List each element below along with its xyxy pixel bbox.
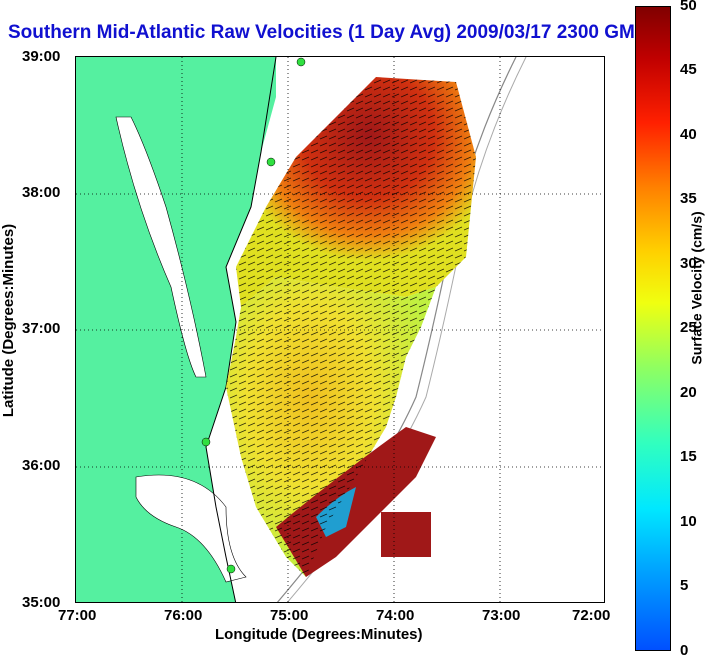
y-axis-label: Latitude (Degrees:Minutes) bbox=[0, 223, 18, 418]
colorbar-tick: 40 bbox=[680, 126, 697, 143]
y-tick-label: 38:00 bbox=[22, 184, 61, 201]
chesapeake-bay bbox=[115, 116, 207, 378]
land-mass bbox=[76, 57, 276, 602]
colorbar-tick: 10 bbox=[680, 513, 697, 530]
colorbar-tick: 45 bbox=[680, 61, 697, 78]
radar-station-marker bbox=[296, 57, 306, 67]
x-tick-label: 73:00 bbox=[482, 607, 521, 624]
colorbar-tick: 15 bbox=[680, 448, 697, 465]
map-title: Southern Mid-Atlantic Raw Velocities (1 … bbox=[8, 22, 647, 43]
x-tick-label: 77:00 bbox=[58, 607, 97, 624]
x-tick-label: 76:00 bbox=[164, 607, 203, 624]
x-axis-label: Longitude (Degrees:Minutes) bbox=[215, 626, 423, 643]
colorbar-tick: 35 bbox=[680, 190, 697, 207]
x-tick-label: 75:00 bbox=[270, 607, 309, 624]
colorbar-tick: 30 bbox=[680, 255, 697, 272]
y-tick-label: 36:00 bbox=[22, 457, 61, 474]
map-canvas bbox=[76, 57, 604, 602]
colorbar-label: Surface Velocity (cm/s) bbox=[688, 211, 705, 365]
pamlico-sound bbox=[135, 474, 247, 583]
colorbar-tick: 25 bbox=[680, 319, 697, 336]
x-tick-label: 74:00 bbox=[376, 607, 415, 624]
radar-station-marker bbox=[201, 437, 211, 447]
colorbar-tick: 50 bbox=[680, 0, 697, 14]
colorbar-tick: 20 bbox=[680, 384, 697, 401]
x-tick-label: 72:00 bbox=[572, 607, 611, 624]
grid-lines bbox=[76, 57, 604, 602]
y-tick-label: 39:00 bbox=[22, 48, 61, 65]
map-plot-area bbox=[75, 56, 605, 603]
y-tick-label: 35:00 bbox=[22, 594, 61, 611]
y-tick-label: 37:00 bbox=[22, 320, 61, 337]
colorbar-tick: 5 bbox=[680, 577, 689, 594]
radar-station-marker bbox=[266, 157, 276, 167]
colorbar bbox=[635, 6, 671, 651]
radar-station-marker bbox=[226, 564, 236, 574]
colorbar-tick: 0 bbox=[680, 642, 689, 659]
